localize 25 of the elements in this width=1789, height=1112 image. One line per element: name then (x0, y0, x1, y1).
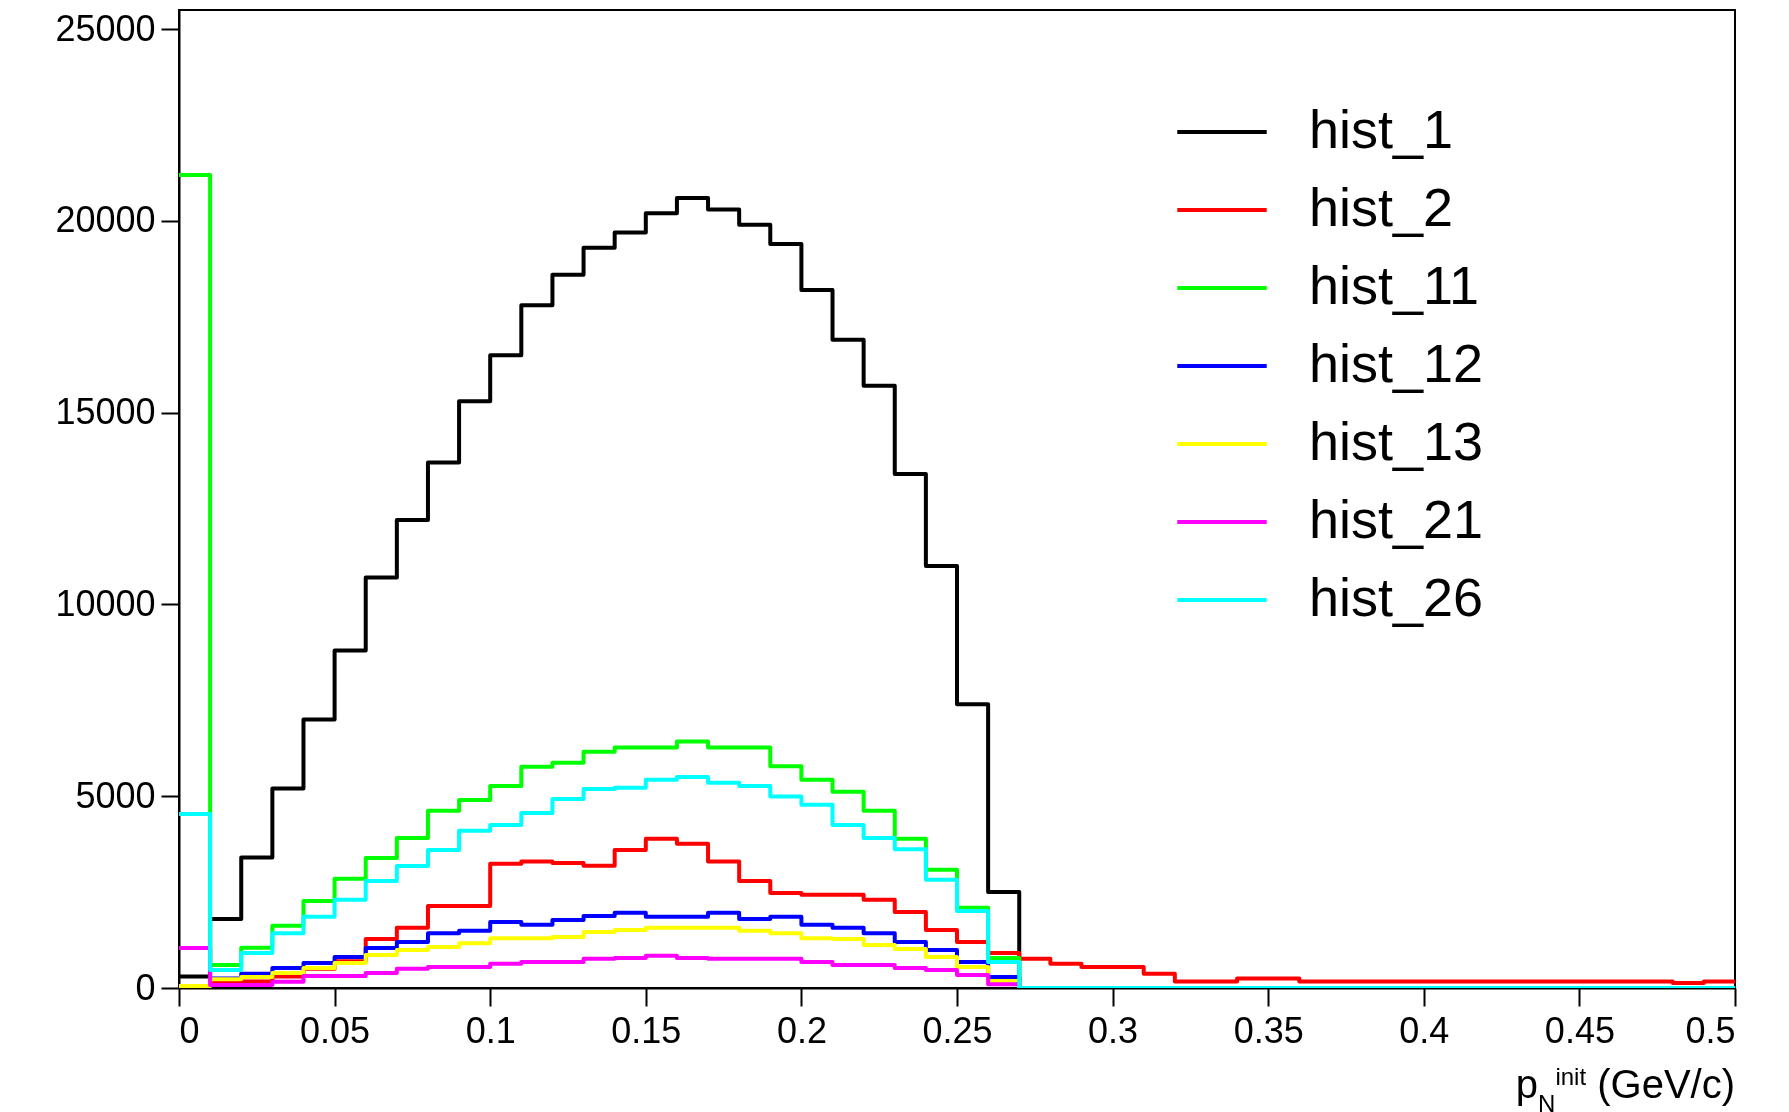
x-tick-label: 0.35 (1233, 1009, 1304, 1051)
legend-label: hist_11 (1309, 255, 1480, 315)
y-tick-label: 5000 (75, 774, 156, 816)
x-tick-label: 0.5 (1685, 1009, 1736, 1051)
legend-label: hist_13 (1309, 411, 1484, 471)
x-tick-label: 0.3 (1088, 1009, 1139, 1051)
x-tick-label: 0.4 (1399, 1009, 1450, 1051)
legend-label: hist_21 (1309, 489, 1484, 549)
y-tick-label: 20000 (55, 199, 156, 241)
y-tick-label: 15000 (55, 391, 156, 433)
x-tick-label: 0.1 (465, 1009, 516, 1051)
legend-label: hist_2 (1309, 177, 1454, 237)
y-tick-label: 25000 (55, 7, 156, 49)
y-tick-label: 10000 (55, 582, 156, 624)
x-tick-label: 0 (179, 1009, 200, 1051)
x-axis-title: p$_{N}$$^{init}$ (GeV/c) (1515, 1062, 1735, 1112)
x-tick-label: 0.15 (611, 1009, 682, 1051)
legend-label: hist_26 (1309, 567, 1484, 627)
x-tick-label: 0.25 (922, 1009, 993, 1051)
y-tick-label: 0 (135, 966, 156, 1008)
legend-label: hist_1 (1309, 99, 1454, 159)
x-tick-label: 0.45 (1544, 1009, 1615, 1051)
legend-label: hist_12 (1309, 333, 1484, 393)
x-tick-label: 0.2 (776, 1009, 827, 1051)
x-tick-label: 0.05 (300, 1009, 371, 1051)
